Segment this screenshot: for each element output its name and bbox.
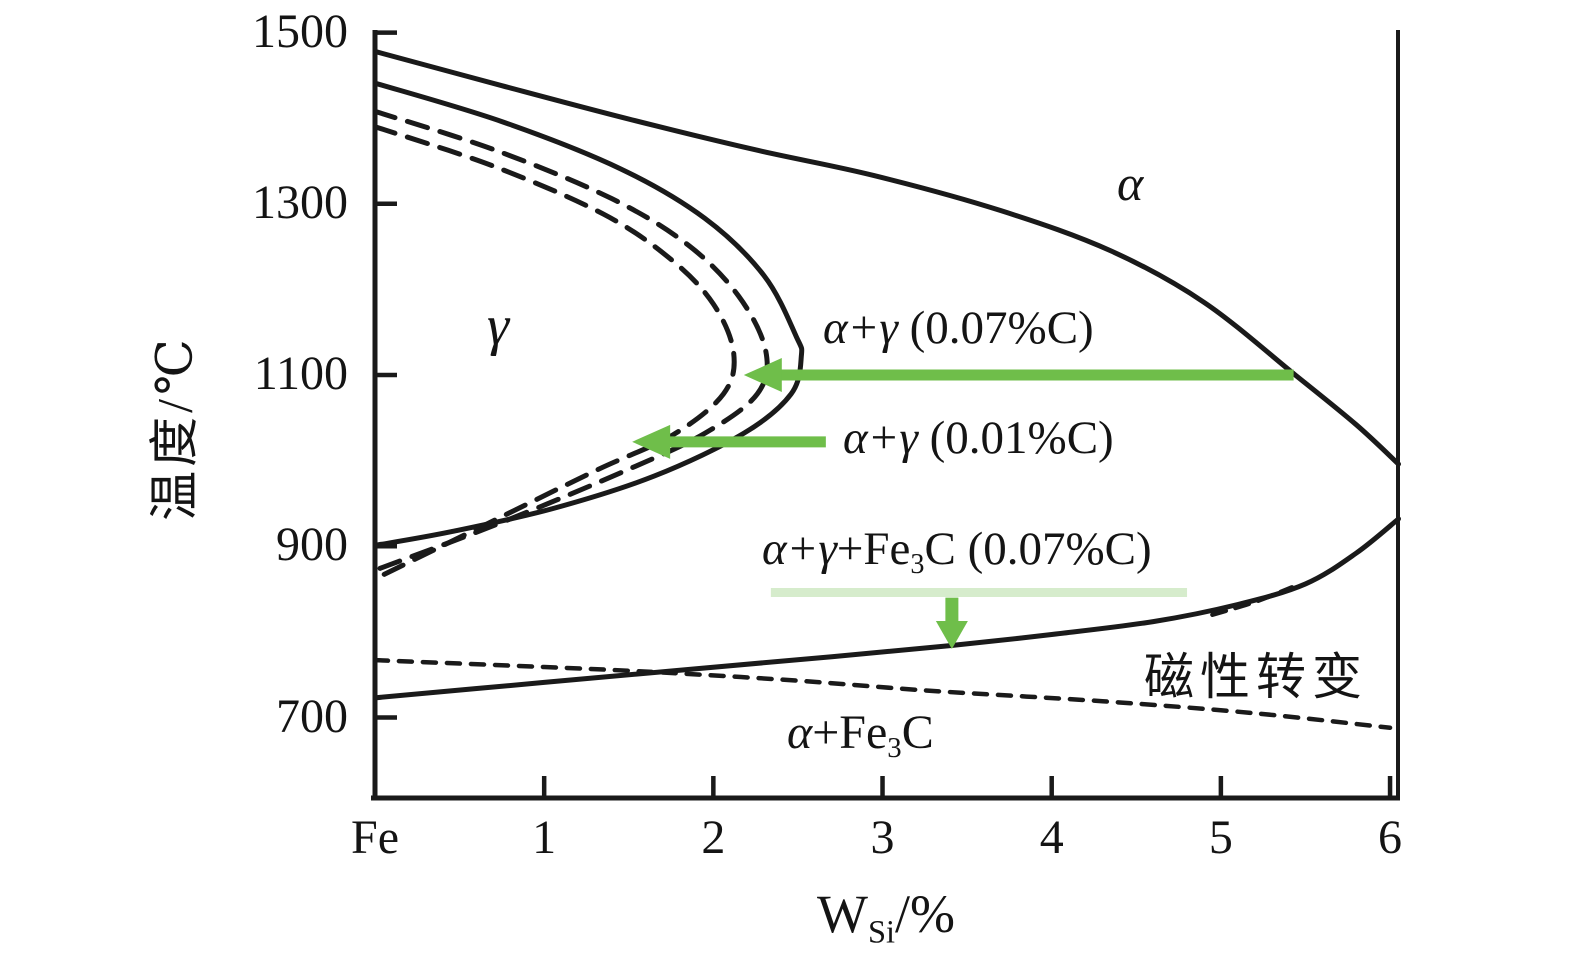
x-tick-label: 5 [1208, 811, 1233, 864]
alpha-fe3c-label: α+Fe3C [787, 706, 934, 765]
y-tick-label: 1100 [253, 347, 348, 401]
alpha-gamma-fe3c-label: α+γ+Fe3C (0.07%C) [762, 523, 1152, 581]
y-axis-title: 温度/℃ [146, 335, 203, 521]
gamma-loop-dashed-outer [372, 108, 770, 573]
x-axis-title-unit: /% [894, 884, 955, 944]
gamma-loop-dashed-inner [372, 124, 737, 582]
eutectoid-boundary [372, 516, 1402, 701]
arrow-alpha-gamma-0.01C-head [632, 424, 671, 459]
y-tick-label: 700 [276, 689, 348, 743]
gamma-phase-label: γ [487, 295, 510, 357]
x-tick-label: 6 [1378, 811, 1403, 864]
x-tick-label: 4 [1039, 811, 1064, 864]
x-tick-label: 3 [870, 811, 895, 864]
y-tick-label: 900 [276, 518, 348, 572]
x-tick-label: 1 [532, 811, 557, 864]
x-tick-label: 2 [701, 811, 726, 864]
alpha-gamma-007C-label: α+γ (0.07%C) [823, 302, 1094, 354]
y-tick-label: 1500 [252, 4, 348, 58]
gamma-loop-solid [372, 80, 805, 548]
arrow-alpha-gamma-fe3c-head [935, 621, 968, 650]
x-axis-title-symbol: W [817, 884, 868, 944]
alpha-phase-label: α [1117, 155, 1144, 211]
magnetic-transition-line [372, 657, 1393, 731]
alpha-phase-boundary-0.07C [372, 48, 1402, 467]
alpha-gamma-001C-label: α+γ (0.01%C) [843, 412, 1114, 464]
dash-segment-right [1210, 585, 1295, 618]
y-tick-label: 1300 [252, 175, 348, 229]
x-axis-title: WSi/% [817, 884, 955, 951]
x-tick-label: Fe [351, 811, 399, 864]
magnetic-transition-label: 磁性转变 [1144, 649, 1368, 705]
arrow-alpha-gamma-0.07C-head [743, 358, 782, 393]
x-axis-title-subscript: Si [867, 914, 895, 951]
